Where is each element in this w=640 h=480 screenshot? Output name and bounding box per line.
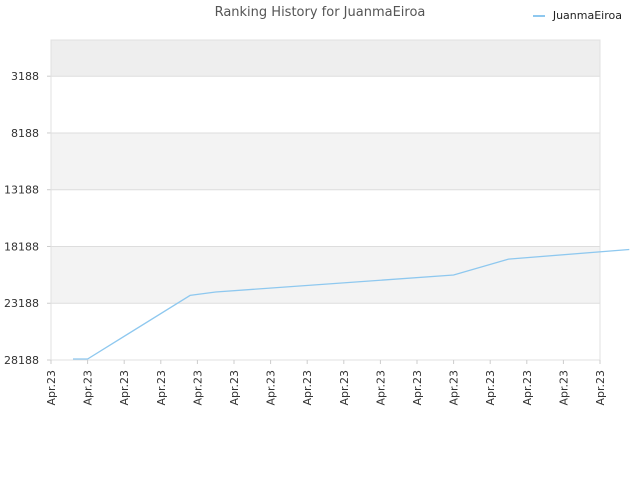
x-tick-label: Apr.23 [484, 370, 497, 406]
grid-band [51, 76, 600, 133]
x-tick-label: Apr.23 [521, 370, 534, 406]
x-tick-label: Apr.23 [448, 370, 461, 406]
x-tick-label: Apr.23 [228, 370, 241, 406]
y-tick-label: 3188 [11, 70, 39, 83]
grid-band [51, 303, 600, 360]
grid-band [51, 189, 600, 247]
x-tick-label: Apr.23 [265, 370, 278, 406]
y-tick-label: 13188 [4, 184, 39, 197]
legend[interactable]: JuanmaEiroa [532, 9, 622, 22]
chart-title: Ranking History for JuanmaEiroa [214, 5, 426, 20]
y-tick-label: 28188 [4, 354, 39, 367]
grid-band [51, 132, 600, 190]
y-tick-label: 23188 [4, 297, 39, 310]
x-tick-label: Apr.23 [557, 370, 570, 406]
x-tick-label: Apr.23 [82, 370, 95, 406]
series-line-JuanmaEiroa [73, 248, 630, 360]
x-tick-label: Apr.23 [45, 370, 58, 406]
x-tick-label: Apr.23 [191, 370, 204, 406]
x-tick-label: Apr.23 [411, 370, 424, 406]
x-tick-label: Apr.23 [118, 370, 131, 406]
x-tick-label: Apr.23 [155, 370, 168, 406]
legend-line-swatch [532, 14, 545, 17]
x-tick-label: Apr.23 [338, 370, 351, 406]
y-tick-label: 18188 [4, 240, 39, 253]
plot-frame [50, 39, 601, 361]
y-tick-label: 8188 [11, 127, 39, 140]
x-tick-label: Apr.23 [594, 370, 607, 406]
grid-band [51, 40, 600, 77]
x-tick-label: Apr.23 [374, 370, 387, 406]
grid-band [51, 246, 600, 304]
x-tick-label: Apr.23 [301, 370, 314, 406]
legend-label: JuanmaEiroa [552, 9, 622, 22]
